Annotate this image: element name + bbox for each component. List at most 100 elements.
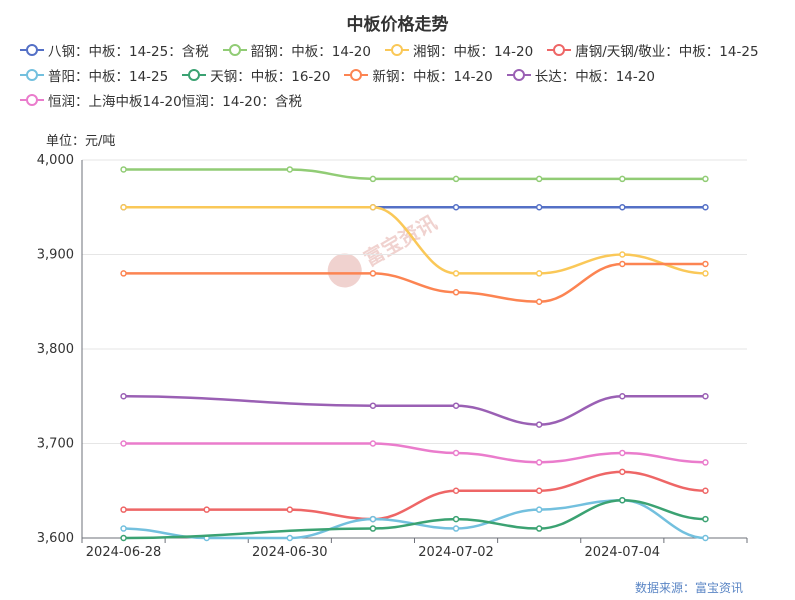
series-line bbox=[123, 470, 706, 521]
legend-item[interactable]: 湘钢：中板：14-20 bbox=[384, 40, 534, 60]
unit-label: 单位：元/吨 bbox=[46, 134, 116, 149]
data-point bbox=[535, 204, 543, 211]
data-point bbox=[535, 525, 543, 532]
legend-label: 天钢：中板：16-20 bbox=[210, 68, 331, 85]
series-line bbox=[123, 394, 706, 426]
legend-item[interactable]: 普阳：中板：14-25 bbox=[20, 65, 169, 85]
data-point bbox=[619, 468, 626, 476]
data-point bbox=[120, 534, 127, 542]
y-tick-label: 3,900 bbox=[37, 248, 74, 263]
data-point bbox=[120, 393, 127, 400]
data-point bbox=[535, 270, 543, 277]
data-point bbox=[120, 166, 127, 173]
data-point bbox=[452, 270, 460, 277]
data-point bbox=[120, 440, 127, 447]
legend-swatch-icon bbox=[182, 68, 207, 82]
data-point bbox=[369, 270, 377, 277]
data-point bbox=[619, 251, 626, 258]
series-line bbox=[123, 442, 706, 464]
data-point bbox=[452, 515, 460, 523]
data-point bbox=[702, 459, 709, 466]
data-point bbox=[369, 525, 377, 532]
series-4 bbox=[120, 468, 709, 523]
data-point bbox=[619, 449, 626, 457]
data-point bbox=[120, 525, 127, 532]
x-tick-label: 2024-06-28 bbox=[86, 545, 162, 560]
series-line bbox=[123, 168, 706, 181]
legend-swatch-icon bbox=[20, 93, 44, 107]
series-6 bbox=[120, 496, 709, 542]
data-point bbox=[286, 534, 294, 542]
legend-swatch-icon bbox=[222, 43, 247, 57]
series-7 bbox=[120, 260, 709, 305]
data-point bbox=[702, 393, 709, 400]
data-point bbox=[535, 487, 543, 494]
data-point bbox=[535, 421, 543, 428]
data-point bbox=[369, 175, 377, 183]
legend-label: 恒润：上海中板14-20恒润：14-20：含税 bbox=[48, 93, 302, 110]
series-2 bbox=[120, 166, 709, 183]
series-line bbox=[123, 262, 706, 304]
x-tick-label: 2024-07-04 bbox=[585, 545, 661, 560]
data-point bbox=[369, 440, 377, 447]
legend-item[interactable]: 恒润：上海中板14-20恒润：14-20：含税 bbox=[20, 90, 302, 110]
data-point bbox=[369, 515, 377, 523]
legend: 八钢：中板：14-25：含税 韶钢：中板：14-20 湘钢：中板：14-20 唐钢/天… bbox=[20, 40, 790, 110]
data-point bbox=[286, 166, 294, 173]
data-point bbox=[619, 260, 626, 268]
x-tick-label: 2024-06-30 bbox=[252, 545, 328, 560]
legend-label: 唐钢/天钢/敬业：中板：14-25 bbox=[575, 43, 759, 60]
data-point bbox=[619, 496, 626, 504]
data-point bbox=[702, 204, 709, 211]
legend-label: 新钢：中板：14-20 bbox=[372, 68, 493, 85]
y-tick-label: 4,000 bbox=[37, 153, 74, 168]
legend-item[interactable]: 天钢：中板：16-20 bbox=[182, 65, 331, 85]
chart-title: 中板价格走势 bbox=[346, 15, 449, 35]
source-note: 数据来源：富宝资讯 bbox=[634, 581, 743, 595]
data-point bbox=[452, 204, 460, 211]
x-tick-label: 2024-07-02 bbox=[418, 545, 494, 560]
data-point bbox=[702, 175, 709, 183]
legend-label: 八钢：中板：14-25：含税 bbox=[48, 43, 209, 60]
legend-item[interactable]: 长达：中板：14-20 bbox=[506, 65, 655, 85]
data-point bbox=[120, 204, 127, 211]
data-point bbox=[452, 487, 460, 494]
data-point bbox=[619, 204, 626, 211]
data-point bbox=[702, 270, 709, 277]
series-3 bbox=[120, 204, 709, 277]
data-point bbox=[535, 175, 543, 183]
data-point bbox=[535, 298, 543, 305]
legend-item[interactable]: 唐钢/天钢/敬业：中板：14-25 bbox=[547, 40, 759, 60]
data-point bbox=[452, 289, 460, 296]
legend-swatch-icon bbox=[506, 68, 531, 82]
legend-item[interactable]: 新钢：中板：14-20 bbox=[344, 65, 493, 85]
legend-swatch-icon bbox=[344, 68, 369, 82]
data-point bbox=[452, 449, 460, 457]
data-point bbox=[702, 260, 709, 268]
data-point bbox=[535, 459, 543, 466]
legend-swatch-icon bbox=[20, 43, 44, 57]
data-point bbox=[120, 506, 127, 513]
data-point bbox=[452, 175, 460, 183]
legend-label: 韶钢：中板：14-20 bbox=[250, 43, 371, 60]
legend-swatch-icon bbox=[384, 43, 409, 57]
legend-label: 普阳：中板：14-25 bbox=[48, 68, 169, 85]
data-point bbox=[286, 506, 294, 513]
y-tick-label: 3,700 bbox=[37, 437, 74, 452]
legend-item[interactable]: 八钢：中板：14-25：含税 bbox=[20, 40, 209, 60]
legend-item[interactable]: 韶钢：中板：14-20 bbox=[222, 40, 371, 60]
legend-label: 湘钢：中板：14-20 bbox=[412, 43, 534, 60]
data-point bbox=[619, 393, 626, 400]
data-point bbox=[702, 487, 709, 494]
data-point bbox=[452, 525, 460, 532]
data-point bbox=[702, 515, 709, 523]
data-point bbox=[452, 402, 460, 409]
legend-swatch-icon bbox=[20, 68, 44, 82]
data-point bbox=[369, 402, 377, 409]
data-point bbox=[702, 534, 709, 542]
legend-label: 长达：中板：14-20 bbox=[534, 68, 655, 85]
data-point bbox=[120, 270, 127, 277]
y-tick-label: 3,800 bbox=[37, 342, 74, 357]
legend-swatch-icon bbox=[547, 43, 572, 57]
